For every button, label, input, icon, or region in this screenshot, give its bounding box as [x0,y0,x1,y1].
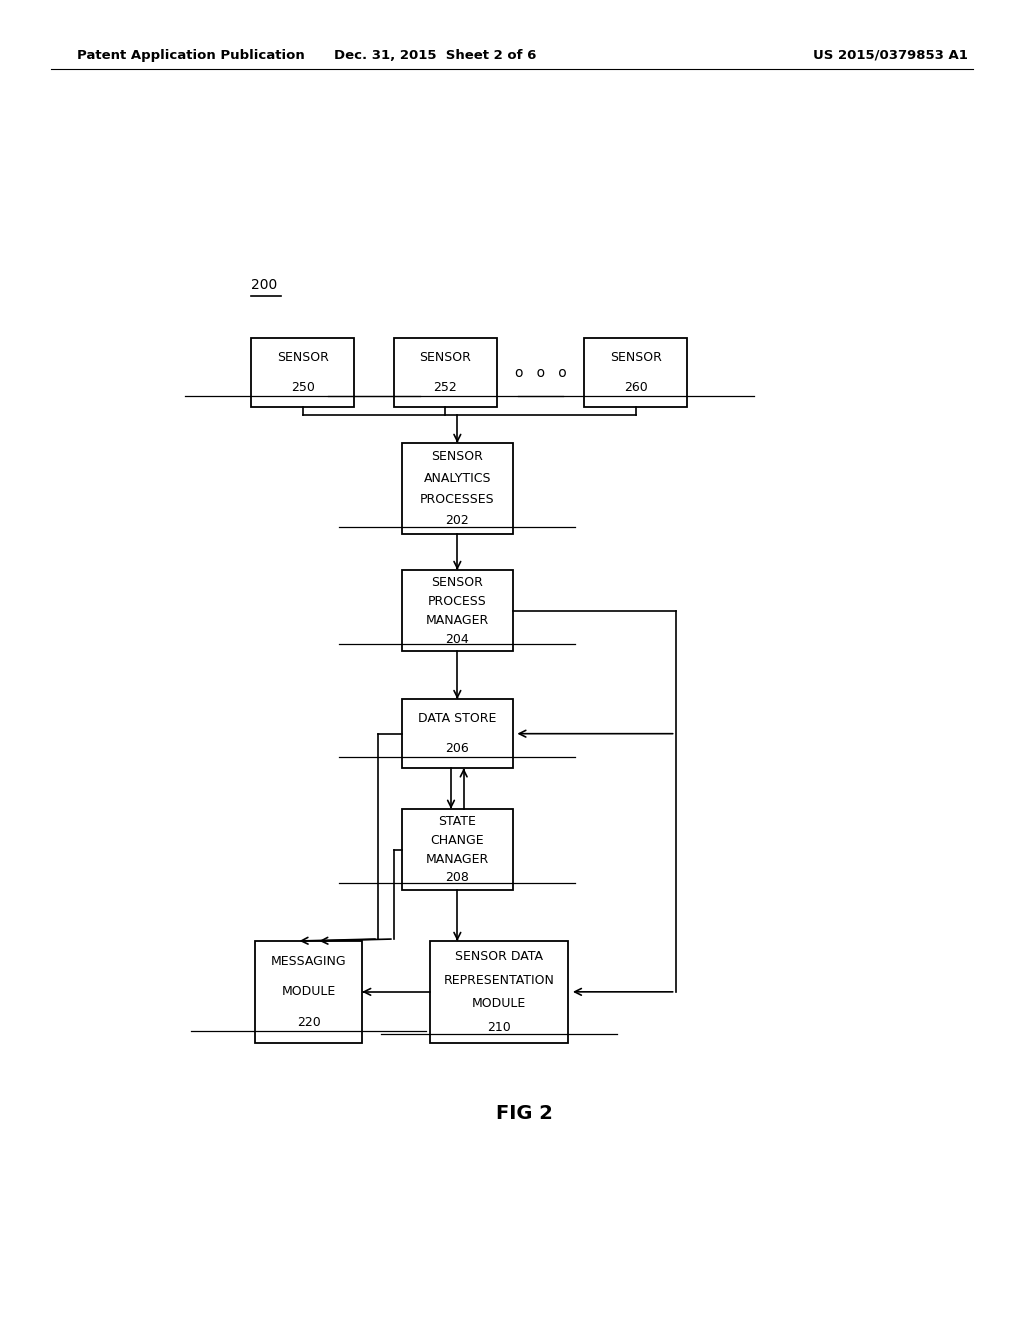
Bar [430,941,568,1043]
Text: STATE: STATE [438,814,476,828]
Text: Dec. 31, 2015  Sheet 2 of 6: Dec. 31, 2015 Sheet 2 of 6 [334,49,537,62]
Text: 260: 260 [624,381,648,395]
Text: 220: 220 [297,1016,321,1030]
Text: MESSAGING: MESSAGING [270,954,346,968]
Bar [401,700,513,768]
Text: MANAGER: MANAGER [426,614,489,627]
Text: MANAGER: MANAGER [426,853,489,866]
Bar [251,338,354,408]
Text: PROCESSES: PROCESSES [420,492,495,506]
Text: 250: 250 [291,381,314,395]
Text: REPRESENTATION: REPRESENTATION [443,974,554,986]
Text: 204: 204 [445,632,469,645]
Bar [255,941,362,1043]
Bar [401,570,513,651]
Text: CHANGE: CHANGE [430,834,484,846]
Text: 252: 252 [433,381,458,395]
Bar [585,338,687,408]
Text: SENSOR: SENSOR [431,576,483,589]
Text: SENSOR DATA: SENSOR DATA [455,950,543,962]
Text: 210: 210 [487,1020,511,1034]
Bar [401,444,513,535]
Text: MODULE: MODULE [472,997,526,1010]
Bar [394,338,497,408]
Text: o   o   o: o o o [515,366,566,380]
Text: PROCESS: PROCESS [428,595,486,607]
Text: FIG 2: FIG 2 [497,1105,553,1123]
Text: ANALYTICS: ANALYTICS [424,471,492,484]
Text: 208: 208 [445,871,469,884]
Text: MODULE: MODULE [282,985,336,998]
Text: 202: 202 [445,515,469,527]
Text: 206: 206 [445,742,469,755]
Text: SENSOR: SENSOR [610,351,662,364]
Text: 200: 200 [251,279,278,293]
Text: SENSOR: SENSOR [431,450,483,463]
Text: Patent Application Publication: Patent Application Publication [77,49,304,62]
Text: SENSOR: SENSOR [276,351,329,364]
Bar [401,809,513,890]
Text: US 2015/0379853 A1: US 2015/0379853 A1 [813,49,969,62]
Text: DATA STORE: DATA STORE [418,713,497,725]
Text: SENSOR: SENSOR [420,351,471,364]
